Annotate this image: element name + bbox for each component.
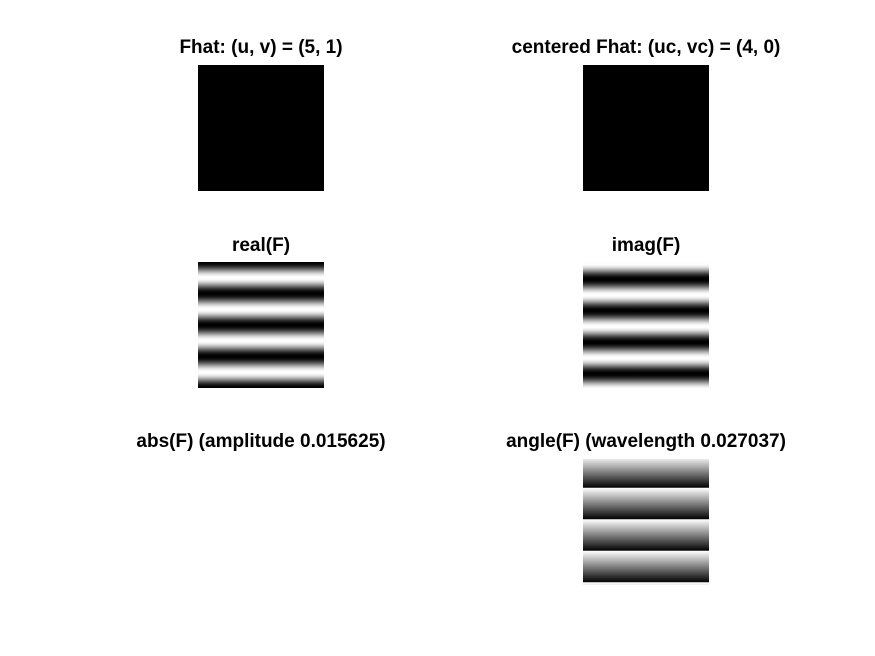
centered-fhat-fill: [583, 65, 709, 191]
panel-title-centered-fhat: centered Fhat: (uc, vc) = (4, 0): [511, 37, 781, 58]
abs-image: [198, 459, 324, 585]
abs-fill: [198, 459, 324, 585]
angle-stripes: [583, 459, 709, 585]
panel-title-imag: imag(F): [611, 235, 681, 256]
centered-fhat-plot: [583, 65, 709, 191]
fhat-plot: [198, 65, 324, 191]
real-image: [198, 262, 324, 388]
panel-title-fhat: Fhat: (u, v) = (5, 1): [179, 37, 343, 58]
fhat-fill: [198, 65, 324, 191]
centered-fhat-image: [583, 65, 709, 191]
abs-plot: [198, 459, 324, 585]
fhat-image: [198, 65, 324, 191]
real-stripes: [198, 262, 324, 388]
angle-image: [583, 459, 709, 585]
panel-title-real: real(F): [231, 235, 291, 256]
imag-stripes: [583, 262, 709, 388]
real-plot: [198, 262, 324, 388]
imag-plot: [583, 262, 709, 388]
panel-title-abs: abs(F) (amplitude 0.015625): [136, 431, 386, 452]
imag-image: [583, 262, 709, 388]
panel-title-angle: angle(F) (wavelength 0.027037): [506, 431, 786, 452]
angle-plot: [583, 459, 709, 585]
